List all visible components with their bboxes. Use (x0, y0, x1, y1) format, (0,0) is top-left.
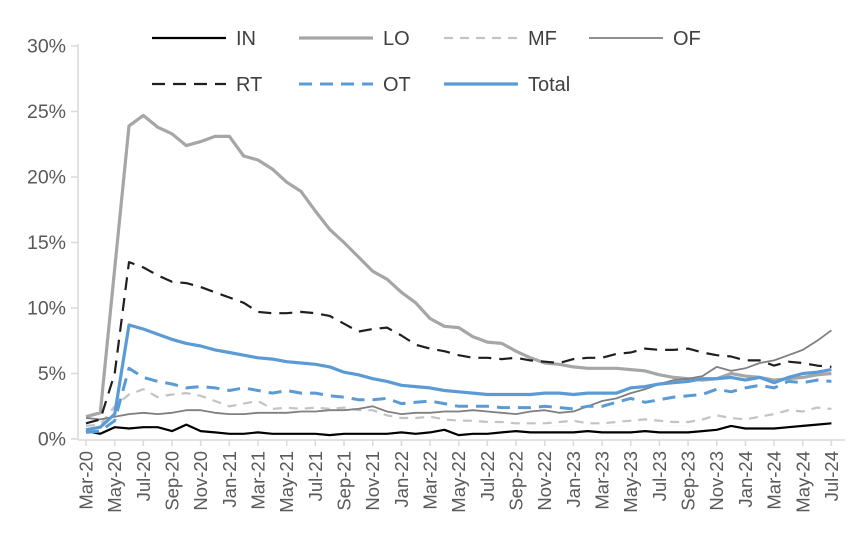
legend-item-mf: MF (444, 28, 557, 50)
chart-legend: IN LO MF OF RT OT (152, 28, 701, 96)
x-axis-label: Mar-23 (592, 451, 613, 510)
x-axis-label: Sep-23 (678, 451, 699, 511)
series-line-of (85, 329, 832, 421)
y-axis-label: 5% (38, 363, 66, 385)
legend-item-total: Total (444, 74, 570, 96)
legend-label-total: Total (528, 74, 570, 96)
axes-layer: 0% 5% 10% 15% 20% 25% 30% Mar-20 May-20 Jul-20 Sep… (27, 36, 845, 513)
x-axis-label: Sep-20 (162, 451, 183, 511)
series-line-in (85, 422, 832, 437)
legend-label-mf: MF (528, 28, 557, 50)
x-axis-label: Nov-20 (190, 451, 211, 511)
series-line-rt (85, 261, 832, 425)
x-axis-label: Mar-22 (420, 451, 441, 510)
x-axis-label: Nov-21 (362, 451, 383, 511)
x-axis-label: May-20 (104, 451, 125, 513)
legend-item-ot: OT (299, 74, 411, 96)
x-axis-label: Jan-22 (391, 451, 412, 508)
series-line-lo (85, 113, 832, 419)
x-axis-label: Jul-22 (477, 451, 498, 501)
legend-item-rt: RT (152, 74, 262, 96)
x-axis-label: Mar-24 (764, 451, 785, 510)
series-line-mf (85, 388, 832, 427)
x-axis-label: Jul-23 (649, 451, 670, 501)
y-axis-label: 30% (27, 36, 66, 58)
x-axis-label: Jul-21 (305, 451, 326, 501)
y-axis-label: 0% (38, 429, 66, 451)
y-axis-label: 25% (27, 101, 66, 123)
x-axis-label: May-22 (448, 451, 469, 513)
series-line-ot (85, 366, 832, 434)
legend-item-in: IN (152, 28, 256, 50)
series-line-total (85, 323, 832, 432)
x-axis-label: Jan-23 (563, 451, 584, 508)
x-axis-label: May-23 (620, 451, 641, 513)
x-axis-label: Nov-22 (534, 451, 555, 511)
x-axis-label: May-21 (276, 451, 297, 513)
legend-label-lo: LO (383, 28, 410, 50)
y-axis-label: 20% (27, 167, 66, 189)
legend-label-ot: OT (383, 74, 411, 96)
legend-label-rt: RT (236, 74, 262, 96)
x-axis-label: Sep-21 (334, 451, 355, 511)
x-axis-label: Nov-23 (706, 451, 727, 511)
x-axis-label: Jul-24 (821, 451, 842, 501)
series-layer (85, 113, 832, 437)
y-axis-label: 10% (27, 298, 66, 320)
legend-label-of: OF (673, 28, 701, 50)
x-axis-label: Jul-20 (133, 451, 154, 501)
x-axis-label: Sep-22 (506, 451, 527, 511)
legend-item-of: OF (589, 28, 701, 50)
legend-item-lo: LO (299, 28, 410, 50)
x-axis-label: Mar-21 (248, 451, 269, 510)
legend-label-in: IN (236, 28, 256, 50)
x-axis-label: Jan-21 (219, 451, 240, 508)
x-axis-label: May-24 (792, 451, 813, 513)
x-axis-label: Jan-24 (735, 451, 756, 508)
y-axis-label: 15% (27, 232, 66, 254)
x-axis-label: Mar-20 (76, 451, 97, 510)
